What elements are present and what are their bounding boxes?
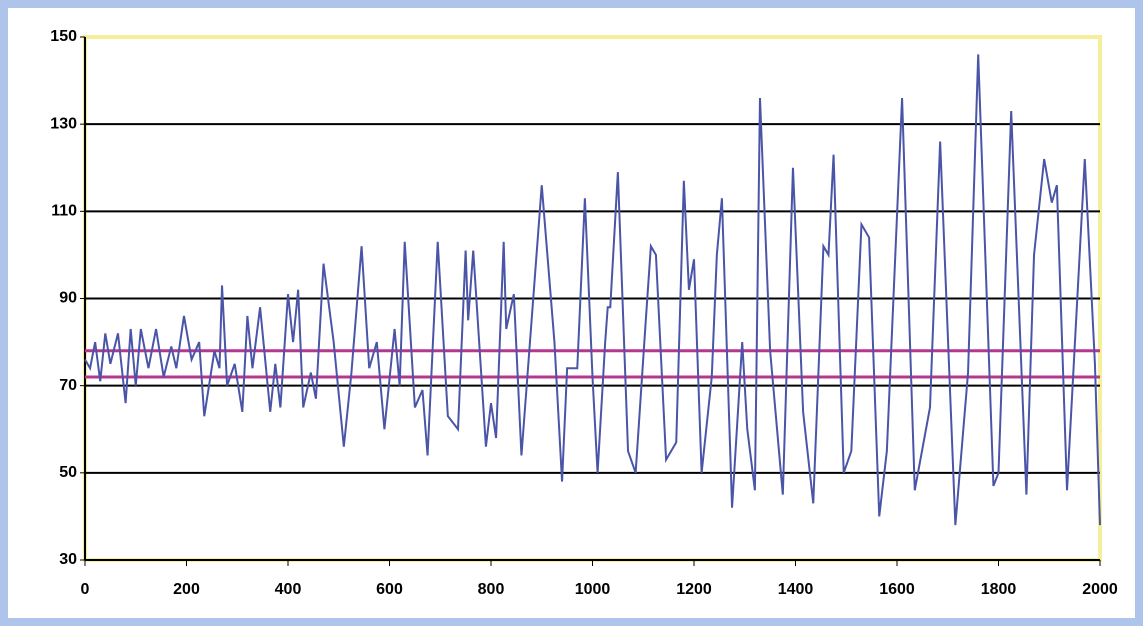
y-tick-label: 70 xyxy=(59,377,77,394)
x-tick-label: 1000 xyxy=(575,581,611,598)
data-line xyxy=(84,54,1101,526)
y-tick-label: 50 xyxy=(59,464,77,481)
x-tick-label: 1400 xyxy=(778,581,814,598)
y-tick-label: 90 xyxy=(59,290,77,307)
y-tick-label: 30 xyxy=(59,551,77,568)
y-tick-label: 110 xyxy=(51,203,77,220)
x-tick-label: 600 xyxy=(376,581,403,598)
y-tick-label: 130 xyxy=(50,115,77,132)
x-tick-label: 2000 xyxy=(1082,581,1118,598)
x-tick-label: 0 xyxy=(81,581,90,598)
x-tick-label: 1200 xyxy=(676,581,712,598)
x-tick-label: 400 xyxy=(275,581,302,598)
x-tick-label: 800 xyxy=(478,581,505,598)
y-tick-label: 150 xyxy=(50,28,77,45)
x-tick-label: 1800 xyxy=(981,581,1017,598)
x-tick-label: 200 xyxy=(173,581,200,598)
x-tick-label: 1600 xyxy=(879,581,915,598)
